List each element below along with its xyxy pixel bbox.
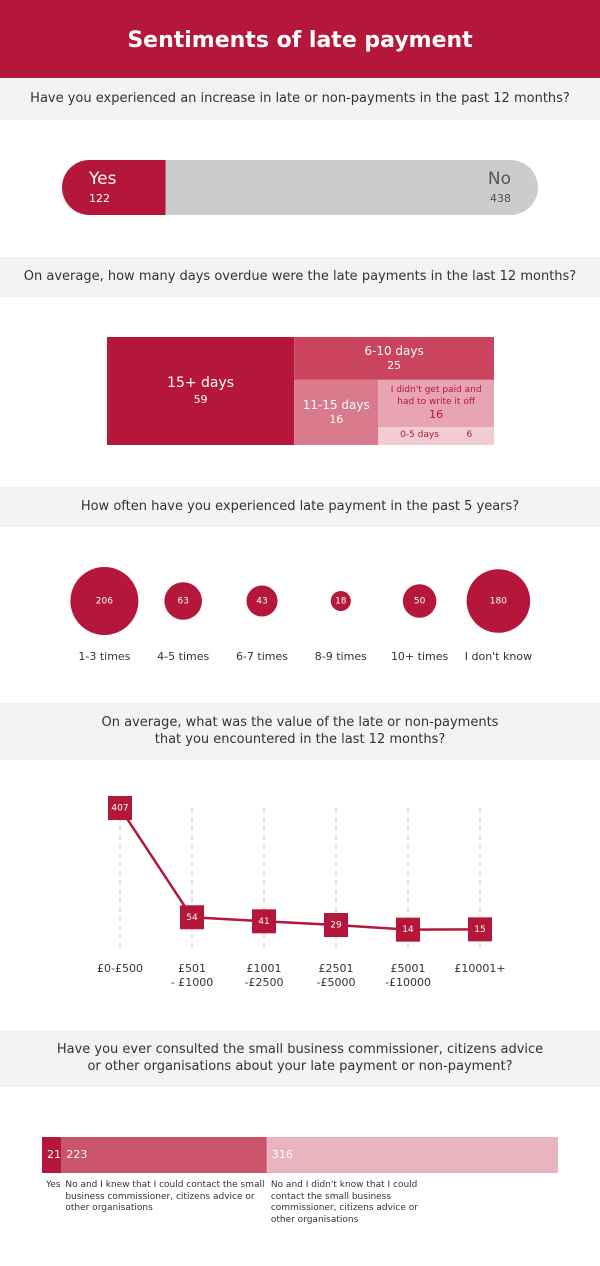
question-band [0,78,600,120]
treemap-label: 11-15 days [302,398,370,413]
bubble [402,584,437,618]
bubble-value: 180 [490,597,507,607]
treemap-cell [294,379,379,445]
treemap-cell [294,337,494,380]
question: On average, what was the value of the la… [101,715,499,747]
bar-segment [42,1137,62,1173]
treemap-label: 0-5 days [400,430,439,441]
marker-value: 41 [258,917,269,927]
category-label: 1-3 times [78,650,130,663]
bubble [164,582,203,620]
pill-segment [165,160,538,215]
bar-segment [61,1137,267,1173]
question: Have you experienced an increase in late… [30,90,570,106]
bubble-value: 206 [96,597,113,607]
marker [468,917,492,942]
category-label: £2501 -£5000 [316,962,356,989]
treemap-label-box: I didn't get paid and had to write it of… [378,380,494,427]
treemap-label-box: 0-5 days 6 [378,427,494,445]
question: On average, how many days overdue were t… [23,268,577,284]
treemap-value: 16 [329,413,344,427]
treemap-cell [107,337,295,445]
treemap-value: 6 [466,430,473,441]
marker [252,909,276,934]
bubble-value: 18 [335,597,347,607]
treemap-label-box: 11-15 days 16 [294,380,378,445]
header-bg [0,0,600,78]
treemap-label-box: 6-10 days 25 [294,337,494,380]
category-label: 4-5 times [157,650,209,663]
marker [396,917,420,942]
question-band [0,257,600,297]
category-label: £0-£500 [97,962,143,975]
treemap-cell [378,379,494,428]
bar-segment [266,1137,558,1173]
bubble [330,590,351,612]
pill-value: 122 [89,192,110,205]
treemap-label: 6-10 days [364,344,424,359]
category-label: 8-9 times [315,650,367,663]
question-band [0,703,600,760]
bubble-value: 63 [177,597,188,607]
treemap-label-box: 15+ days 59 [107,337,294,445]
category-label: Yes [46,1180,61,1190]
category-label: £1001 -£2500 [244,962,284,989]
category-label: 6-7 times [236,650,288,663]
marker-value: 54 [186,913,198,923]
category-label: £5001 -£10000 [385,962,431,989]
question: How often have you experienced late paym… [80,498,520,514]
marker-value: 14 [402,925,414,935]
category-label: No and I didn't know that I could contac… [270,1180,418,1226]
treemap-cell [378,427,494,445]
marker [108,796,132,820]
marker-value: 15 [474,925,485,935]
marker [324,913,348,938]
category-label: 10+ times [391,650,449,663]
bar-value: 316 [272,1148,293,1161]
treemap-label: I didn't get paid and had to write it of… [390,385,482,407]
question-band [0,1030,600,1087]
line [118,807,481,931]
question: Have you ever consulted the small busine… [56,1042,544,1074]
bubble [466,569,531,633]
bar-value: 21 [47,1148,61,1161]
category-label: £10001+ [454,962,506,975]
page-title: Sentiments of late payment [127,28,473,53]
treemap-value: 59 [193,392,208,406]
bubble [70,567,139,635]
category-label: No and I knew that I could contact the s… [65,1180,265,1214]
marker-value: 407 [111,804,128,814]
bubble [246,585,278,617]
pill-segment [62,160,166,215]
category-label: £501 - £1000 [170,962,214,989]
treemap-value: 25 [387,359,402,373]
category-label: I don't know [465,650,532,663]
pill-label: No [487,169,511,189]
pill-label: Yes [89,169,117,189]
treemap-value: 16 [429,407,444,421]
treemap-label: 15+ days [167,375,235,392]
pill-value: 438 [490,192,511,205]
bubble-value: 43 [256,597,267,607]
marker-value: 29 [330,921,342,931]
question-band [0,487,600,527]
bubble-value: 50 [414,597,426,607]
marker [180,905,204,930]
bar-value: 223 [66,1148,87,1161]
